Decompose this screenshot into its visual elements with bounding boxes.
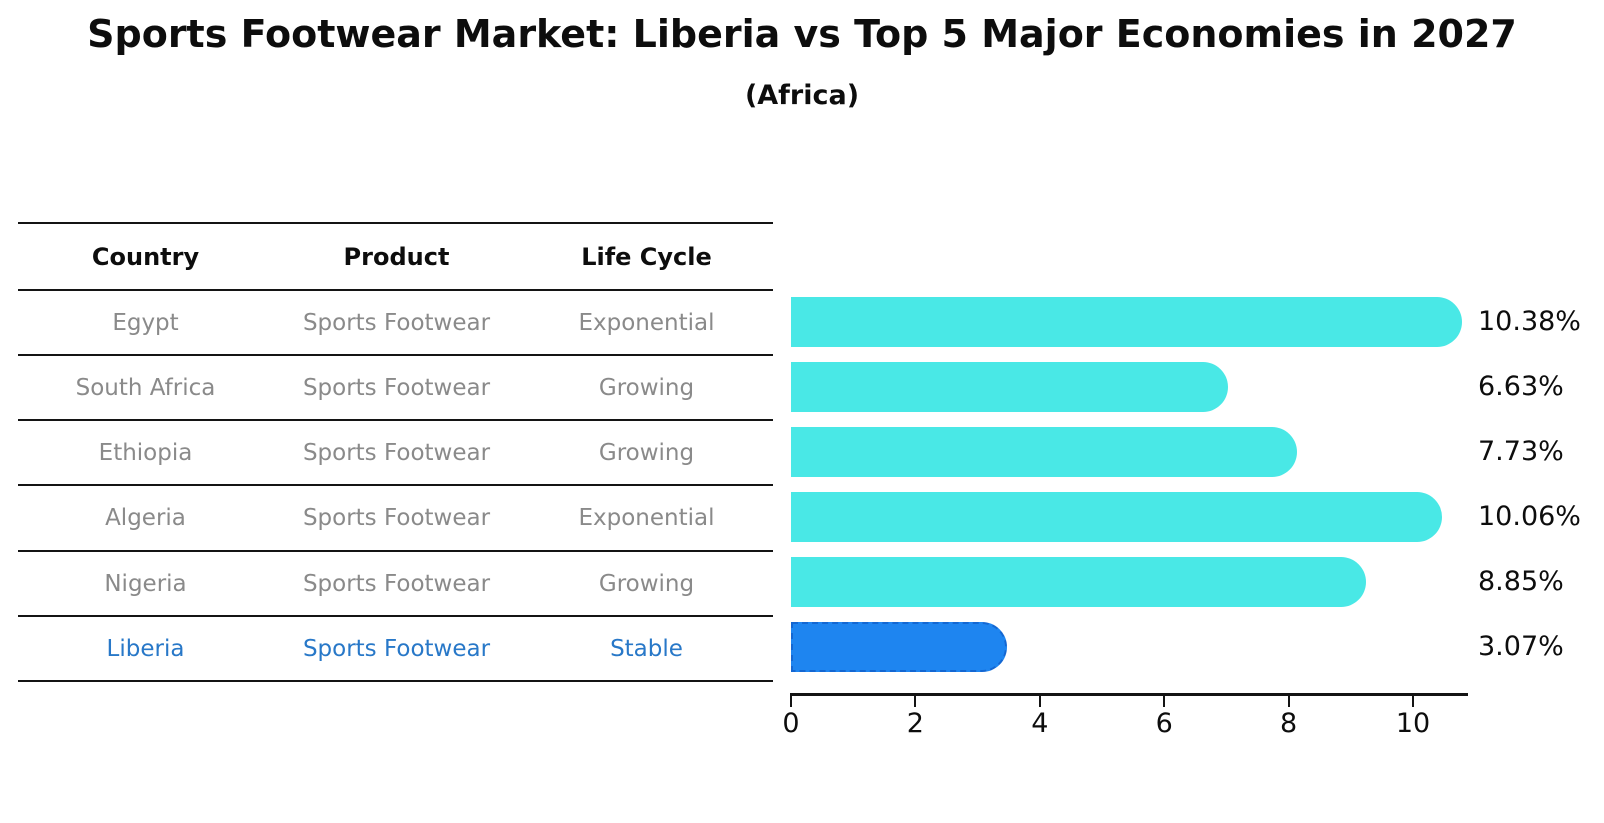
cell-life-cycle: Exponential bbox=[578, 309, 715, 336]
chart-title: Sports Footwear Market: Liberia vs Top 5… bbox=[87, 12, 1517, 56]
bar-egypt bbox=[791, 297, 1462, 347]
cell-product: Sports Footwear bbox=[302, 374, 491, 401]
x-tick-label: 6 bbox=[1155, 708, 1173, 739]
bar-value-label: 10.06% bbox=[1478, 501, 1581, 532]
cell-product: Sports Footwear bbox=[302, 570, 491, 597]
table-row-liberia: Liberia Sports Footwear Stable bbox=[18, 617, 773, 680]
cell-product: Sports Footwear bbox=[302, 635, 491, 662]
x-tick-mark bbox=[914, 696, 917, 707]
table-row-south-africa: South Africa Sports Footwear Growing bbox=[18, 356, 773, 419]
column-header-life-cycle: Life Cycle bbox=[581, 242, 712, 271]
x-tick-label: 4 bbox=[1031, 708, 1049, 739]
bar-ethiopia bbox=[791, 427, 1297, 477]
cell-life-cycle: Exponential bbox=[578, 505, 715, 531]
bar-value-label: 6.63% bbox=[1478, 371, 1564, 402]
table-top-border bbox=[18, 222, 773, 224]
cell-product: Sports Footwear bbox=[302, 439, 491, 466]
x-tick-mark bbox=[1412, 696, 1414, 707]
x-tick-label: 8 bbox=[1280, 708, 1298, 739]
row-separator bbox=[18, 354, 773, 356]
table-row-nigeria: Nigeria Sports Footwear Growing bbox=[18, 552, 773, 615]
cell-life-cycle: Growing bbox=[598, 439, 695, 466]
column-header-product: Product bbox=[343, 242, 450, 271]
table-row-algeria: Algeria Sports Footwear Exponential bbox=[18, 486, 773, 550]
cell-country: Nigeria bbox=[104, 570, 187, 597]
bar-south-africa bbox=[791, 362, 1229, 412]
bar-liberia bbox=[791, 622, 1007, 672]
x-tick-label: 2 bbox=[906, 708, 924, 739]
row-separator bbox=[18, 550, 773, 552]
cell-life-cycle: Growing bbox=[598, 374, 695, 401]
cell-country: Algeria bbox=[105, 505, 186, 531]
x-tick-mark bbox=[1038, 696, 1041, 707]
x-tick-mark bbox=[1163, 696, 1166, 707]
bar-value-label: 8.85% bbox=[1478, 566, 1564, 597]
bar-value-label: 10.38% bbox=[1478, 306, 1581, 337]
bar-nigeria bbox=[791, 557, 1367, 607]
bar-value-label: 3.07% bbox=[1478, 631, 1564, 662]
row-separator bbox=[18, 419, 773, 421]
table-header-row: Country Product Life Cycle bbox=[18, 224, 773, 289]
cell-product: Sports Footwear bbox=[302, 505, 491, 531]
column-header-country: Country bbox=[91, 242, 200, 271]
bar-algeria bbox=[791, 492, 1442, 542]
cell-country: South Africa bbox=[75, 374, 216, 401]
cell-country: Ethiopia bbox=[98, 439, 193, 466]
row-separator bbox=[18, 615, 773, 617]
cell-life-cycle: Growing bbox=[598, 570, 695, 597]
table-row-ethiopia: Ethiopia Sports Footwear Growing bbox=[18, 421, 773, 484]
x-tick-label: 0 bbox=[782, 708, 800, 739]
row-separator bbox=[18, 484, 773, 486]
bar-value-label: 7.73% bbox=[1478, 436, 1564, 467]
x-tick-mark bbox=[790, 696, 792, 707]
cell-product: Sports Footwear bbox=[302, 309, 491, 336]
chart-subtitle: (Africa) bbox=[744, 80, 860, 111]
table-row-egypt: Egypt Sports Footwear Exponential bbox=[18, 291, 773, 354]
cell-life-cycle: Stable bbox=[610, 635, 683, 662]
x-tick-label: 10 bbox=[1395, 708, 1431, 739]
row-separator bbox=[18, 289, 773, 291]
x-axis-line bbox=[790, 693, 1468, 696]
table-bottom-border bbox=[18, 680, 773, 682]
cell-country: Egypt bbox=[112, 309, 179, 336]
cell-country: Liberia bbox=[106, 635, 185, 662]
x-tick-mark bbox=[1287, 696, 1290, 707]
